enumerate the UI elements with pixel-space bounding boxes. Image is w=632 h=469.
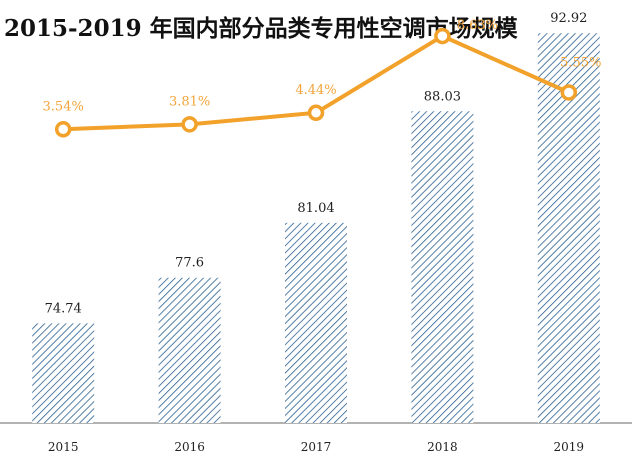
bar-value-label: 92.92 [550, 11, 587, 26]
bar-value-label: 74.74 [45, 301, 82, 316]
x-tick-label: 2015 [48, 440, 79, 454]
bar-value-label: 77.6 [175, 256, 204, 271]
growth-point-2019 [560, 84, 578, 101]
x-tick-label: 2019 [554, 440, 585, 454]
growth-point-2017 [307, 104, 325, 122]
bar-2017 [285, 222, 347, 423]
labels-layer: 74.74 77.6 81.04 88.03 92.92 3.54% 3.81% 4.44% 8… [43, 11, 602, 454]
x-tick-label: 2016 [174, 440, 205, 454]
bar-value-label: 81.04 [297, 201, 334, 216]
growth-value-label: 3.54% [43, 99, 84, 114]
bars-layer [32, 33, 600, 423]
bar-2016 [158, 277, 221, 423]
bar-2015 [32, 323, 95, 423]
growth-value-label: 8.63% [457, 18, 498, 33]
growth-line-layer [54, 27, 578, 138]
growth-point-2016 [181, 116, 198, 133]
x-tick-label: 2018 [427, 440, 458, 454]
growth-point-2015 [54, 121, 72, 138]
chart-title: 2015-2019 年国内部分品类专用性空调市场规模 [4, 15, 518, 42]
growth-point-2018 [434, 27, 451, 45]
bar-2018 [411, 111, 474, 423]
bar-value-label: 88.03 [424, 89, 461, 104]
x-tick-label: 2017 [301, 440, 332, 454]
growth-value-label: 3.81% [169, 94, 210, 109]
growth-value-label: 4.44% [295, 83, 336, 98]
growth-value-label: 5.55% [560, 55, 601, 70]
